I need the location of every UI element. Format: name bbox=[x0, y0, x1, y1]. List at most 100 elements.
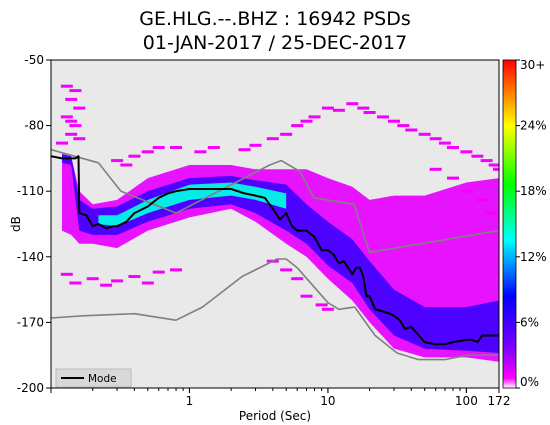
density-cell bbox=[460, 150, 473, 154]
colorbar-tick-label: 0% bbox=[520, 375, 539, 389]
density-cell bbox=[308, 115, 321, 119]
density-cell bbox=[300, 294, 313, 298]
plot-frame bbox=[50, 59, 500, 389]
density-layer bbox=[51, 60, 499, 388]
y-axis: -50 -80 -110 -140 -170 -200 bbox=[17, 53, 51, 395]
density-cell bbox=[120, 163, 133, 167]
density-cell bbox=[152, 270, 165, 274]
plot-area bbox=[50, 59, 500, 389]
colorbar-tick-label: 18% bbox=[520, 184, 547, 198]
density-cell bbox=[388, 119, 400, 123]
density-cell bbox=[315, 303, 328, 307]
colorbar-tick-label: 24% bbox=[520, 119, 547, 133]
density-cell bbox=[207, 146, 220, 149]
density-cell bbox=[170, 268, 182, 272]
density-cell bbox=[363, 111, 376, 114]
chart-title-line-2: 01-JAN-2017 / 25-DEC-2017 bbox=[143, 32, 407, 54]
x-tick-label: 172 bbox=[488, 394, 511, 408]
colorbar-tick-label: 6% bbox=[520, 315, 539, 329]
density-cell bbox=[249, 143, 262, 147]
density-cell bbox=[128, 275, 141, 278]
density-cell bbox=[69, 89, 82, 93]
series-line-nhnm bbox=[51, 148, 499, 254]
density-cell bbox=[65, 119, 78, 123]
y-tick-label: -110 bbox=[17, 184, 44, 198]
series-line-nlnm bbox=[51, 258, 499, 361]
density-cell bbox=[291, 124, 304, 128]
y-tick-label: -170 bbox=[17, 315, 44, 329]
colorbar: 0% 6% 12% 18% 24% 30+ bbox=[502, 58, 547, 389]
density-cell bbox=[377, 115, 389, 119]
series-line-mode bbox=[51, 155, 499, 346]
density-cell bbox=[488, 163, 499, 167]
y-axis-label: dB bbox=[9, 216, 23, 232]
density-cell bbox=[321, 307, 334, 311]
density-cell bbox=[69, 281, 82, 285]
colorbar-gradient bbox=[502, 59, 517, 389]
density-cell bbox=[60, 115, 73, 119]
density-cell bbox=[73, 137, 86, 141]
density-cell bbox=[60, 84, 73, 88]
density-cell bbox=[111, 279, 124, 283]
colorbar-tick-label: 30+ bbox=[520, 58, 545, 72]
density-cell bbox=[65, 132, 78, 136]
density-cell bbox=[69, 124, 82, 128]
density-cell bbox=[447, 176, 459, 180]
colorbar-ticks: 0% 6% 12% 18% 24% 30+ bbox=[516, 58, 547, 389]
density-cell bbox=[56, 141, 68, 145]
density-cell bbox=[300, 119, 313, 123]
density-cell bbox=[493, 167, 499, 171]
density-cell bbox=[476, 198, 489, 202]
x-axis-label: Period (Sec) bbox=[239, 409, 311, 423]
legend-label-mode: Mode bbox=[88, 373, 117, 385]
density-cell bbox=[73, 106, 86, 110]
legend: Mode bbox=[55, 368, 132, 388]
density-cell bbox=[471, 154, 484, 158]
y-tick-label: -200 bbox=[17, 381, 44, 395]
density-cell bbox=[291, 277, 304, 281]
density-cell bbox=[266, 137, 279, 141]
density-cell bbox=[405, 128, 418, 132]
density-cell bbox=[65, 97, 78, 101]
y-tick-label: -80 bbox=[24, 119, 44, 133]
density-cell bbox=[60, 272, 73, 276]
density-cell bbox=[152, 146, 165, 149]
density-cell bbox=[480, 159, 493, 163]
density-cell bbox=[484, 211, 497, 215]
density-cell bbox=[194, 150, 207, 154]
density-cell bbox=[86, 277, 99, 281]
density-cell bbox=[418, 132, 431, 136]
density-cell bbox=[321, 106, 334, 110]
x-axis: 1 10 100 172 bbox=[50, 388, 511, 408]
chart-title-line-1: GE.HLG.--.BHZ : 16942 PSDs bbox=[139, 8, 411, 30]
density-cell bbox=[429, 137, 442, 141]
density-cell bbox=[128, 154, 141, 158]
y-tick-label: -50 bbox=[24, 53, 44, 67]
x-tick-label: 10 bbox=[320, 394, 335, 408]
density-cell bbox=[460, 189, 473, 193]
density-cell bbox=[346, 102, 359, 106]
density-cell bbox=[238, 148, 251, 152]
density-cell bbox=[111, 159, 124, 163]
x-tick-label: 100 bbox=[455, 394, 478, 408]
density-cell bbox=[141, 150, 154, 154]
density-cell bbox=[397, 124, 410, 128]
x-tick-label: 1 bbox=[186, 394, 194, 408]
density-cell bbox=[429, 167, 442, 171]
model-lines bbox=[51, 148, 499, 361]
y-tick-label: -140 bbox=[17, 250, 44, 264]
density-cell bbox=[141, 281, 154, 285]
legend-box bbox=[55, 368, 132, 388]
density-cell bbox=[280, 132, 293, 136]
density-cell bbox=[438, 141, 451, 145]
density-band-2 bbox=[98, 182, 287, 227]
density-cell bbox=[357, 106, 370, 110]
sparse-density-cells bbox=[56, 84, 499, 311]
density-cell bbox=[170, 146, 182, 149]
density-cell bbox=[447, 146, 459, 149]
colorbar-tick-label: 12% bbox=[520, 250, 547, 264]
density-cell bbox=[332, 108, 345, 112]
density-cell bbox=[280, 268, 293, 272]
density-cell bbox=[100, 283, 113, 287]
